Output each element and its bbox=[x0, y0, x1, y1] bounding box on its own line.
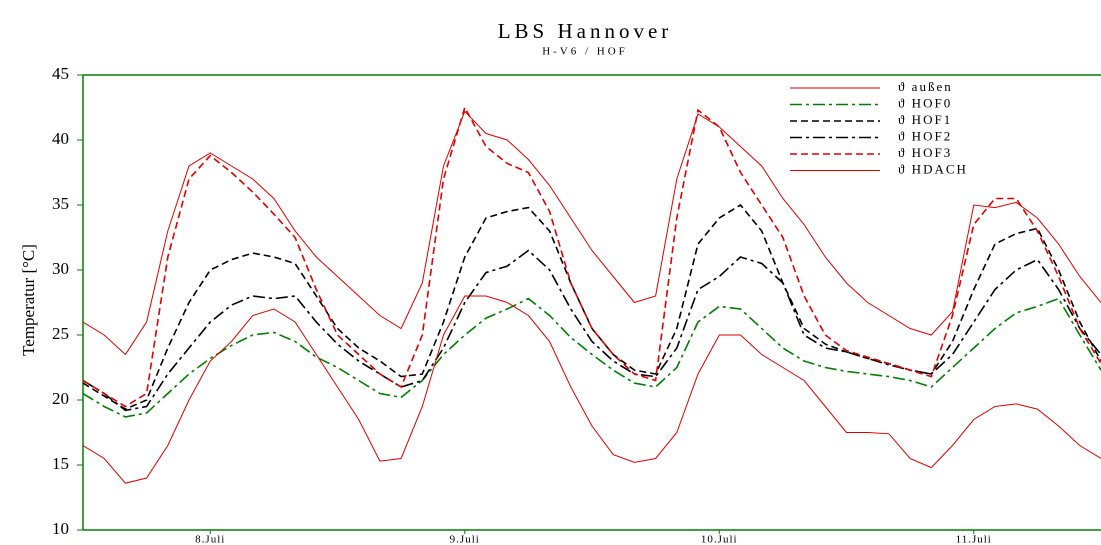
legend-label: ϑ HOF0 bbox=[898, 95, 952, 110]
y-tick-label: 15 bbox=[52, 454, 69, 473]
series-line bbox=[83, 249, 1101, 412]
y-axis-label: Temperatur [°C] bbox=[19, 244, 38, 356]
x-tick-label: 11.Juli bbox=[956, 534, 992, 545]
x-tick-label: 10.Juli bbox=[701, 534, 738, 545]
x-tick-label: 9.Juli bbox=[450, 534, 480, 545]
series-line bbox=[83, 203, 1101, 410]
x-tick-label: 8.Juli bbox=[195, 534, 225, 545]
legend-label: ϑ HOF3 bbox=[898, 145, 952, 160]
chart-subtitle: H-V6 / HOF bbox=[542, 46, 628, 58]
legend-label: ϑ außen bbox=[898, 79, 953, 94]
y-tick-label: 40 bbox=[52, 129, 69, 148]
legend-label: ϑ HOF1 bbox=[898, 112, 952, 127]
y-tick-label: 10 bbox=[52, 519, 69, 538]
series-line bbox=[83, 105, 1101, 408]
legend-label: ϑ HDACH bbox=[898, 161, 968, 176]
series-line bbox=[83, 297, 1101, 418]
chart-title: LBS Hannover bbox=[498, 19, 673, 43]
y-tick-label: 35 bbox=[52, 194, 69, 213]
y-tick-label: 45 bbox=[52, 64, 69, 83]
y-tick-label: 25 bbox=[52, 324, 69, 343]
series-line bbox=[83, 295, 1101, 484]
y-tick-label: 30 bbox=[52, 259, 69, 278]
series-line bbox=[83, 110, 1101, 356]
y-tick-label: 20 bbox=[52, 389, 69, 408]
legend-label: ϑ HOF2 bbox=[898, 128, 952, 143]
